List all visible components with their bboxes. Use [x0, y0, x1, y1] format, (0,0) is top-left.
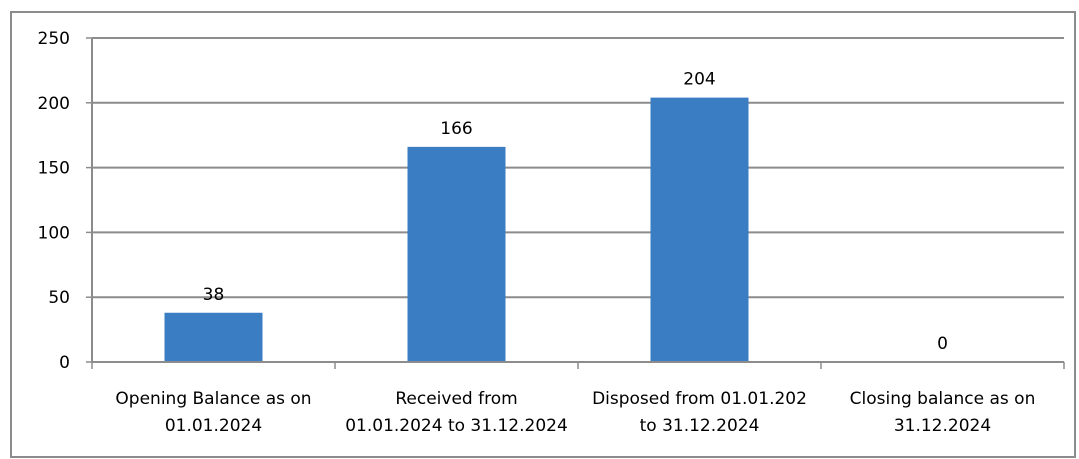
x-category-label: Closing balance as on — [850, 389, 1036, 409]
y-tick-label: 150 — [38, 159, 70, 179]
x-category-label: 01.01.2024 — [165, 416, 262, 436]
x-axis-category-labels: Opening Balance as on 01.01.2024 Received … — [115, 389, 1035, 436]
gridlines — [86, 37, 1064, 363]
bar — [650, 97, 749, 362]
y-tick-label: 200 — [38, 94, 70, 114]
axes — [91, 38, 1065, 369]
bars — [164, 97, 749, 362]
y-tick-label: 100 — [38, 223, 70, 243]
x-category-label: 01.01.2024 to 31.12.2024 — [345, 416, 568, 436]
y-tick-label: 50 — [48, 288, 70, 308]
data-label: 0 — [937, 334, 948, 354]
y-tick-label: 250 — [38, 29, 70, 49]
y-axis-tick-labels: 0 50 100 150 200 250 — [38, 29, 70, 373]
data-label: 204 — [683, 70, 715, 90]
bar — [164, 312, 263, 362]
x-category-label: 31.12.2024 — [894, 416, 991, 436]
data-labels: 38 166 204 0 — [203, 70, 948, 354]
x-category-label: Received from — [395, 389, 517, 409]
x-category-label: to 31.12.2024 — [640, 416, 760, 436]
x-category-label: Opening Balance as on — [115, 389, 311, 409]
data-label: 166 — [440, 119, 472, 139]
chart-border — [10, 11, 1076, 458]
x-category-label: Disposed from 01.01.202 — [592, 389, 807, 409]
data-label: 38 — [203, 285, 225, 305]
bar — [407, 146, 506, 362]
y-tick-label: 0 — [59, 353, 70, 373]
